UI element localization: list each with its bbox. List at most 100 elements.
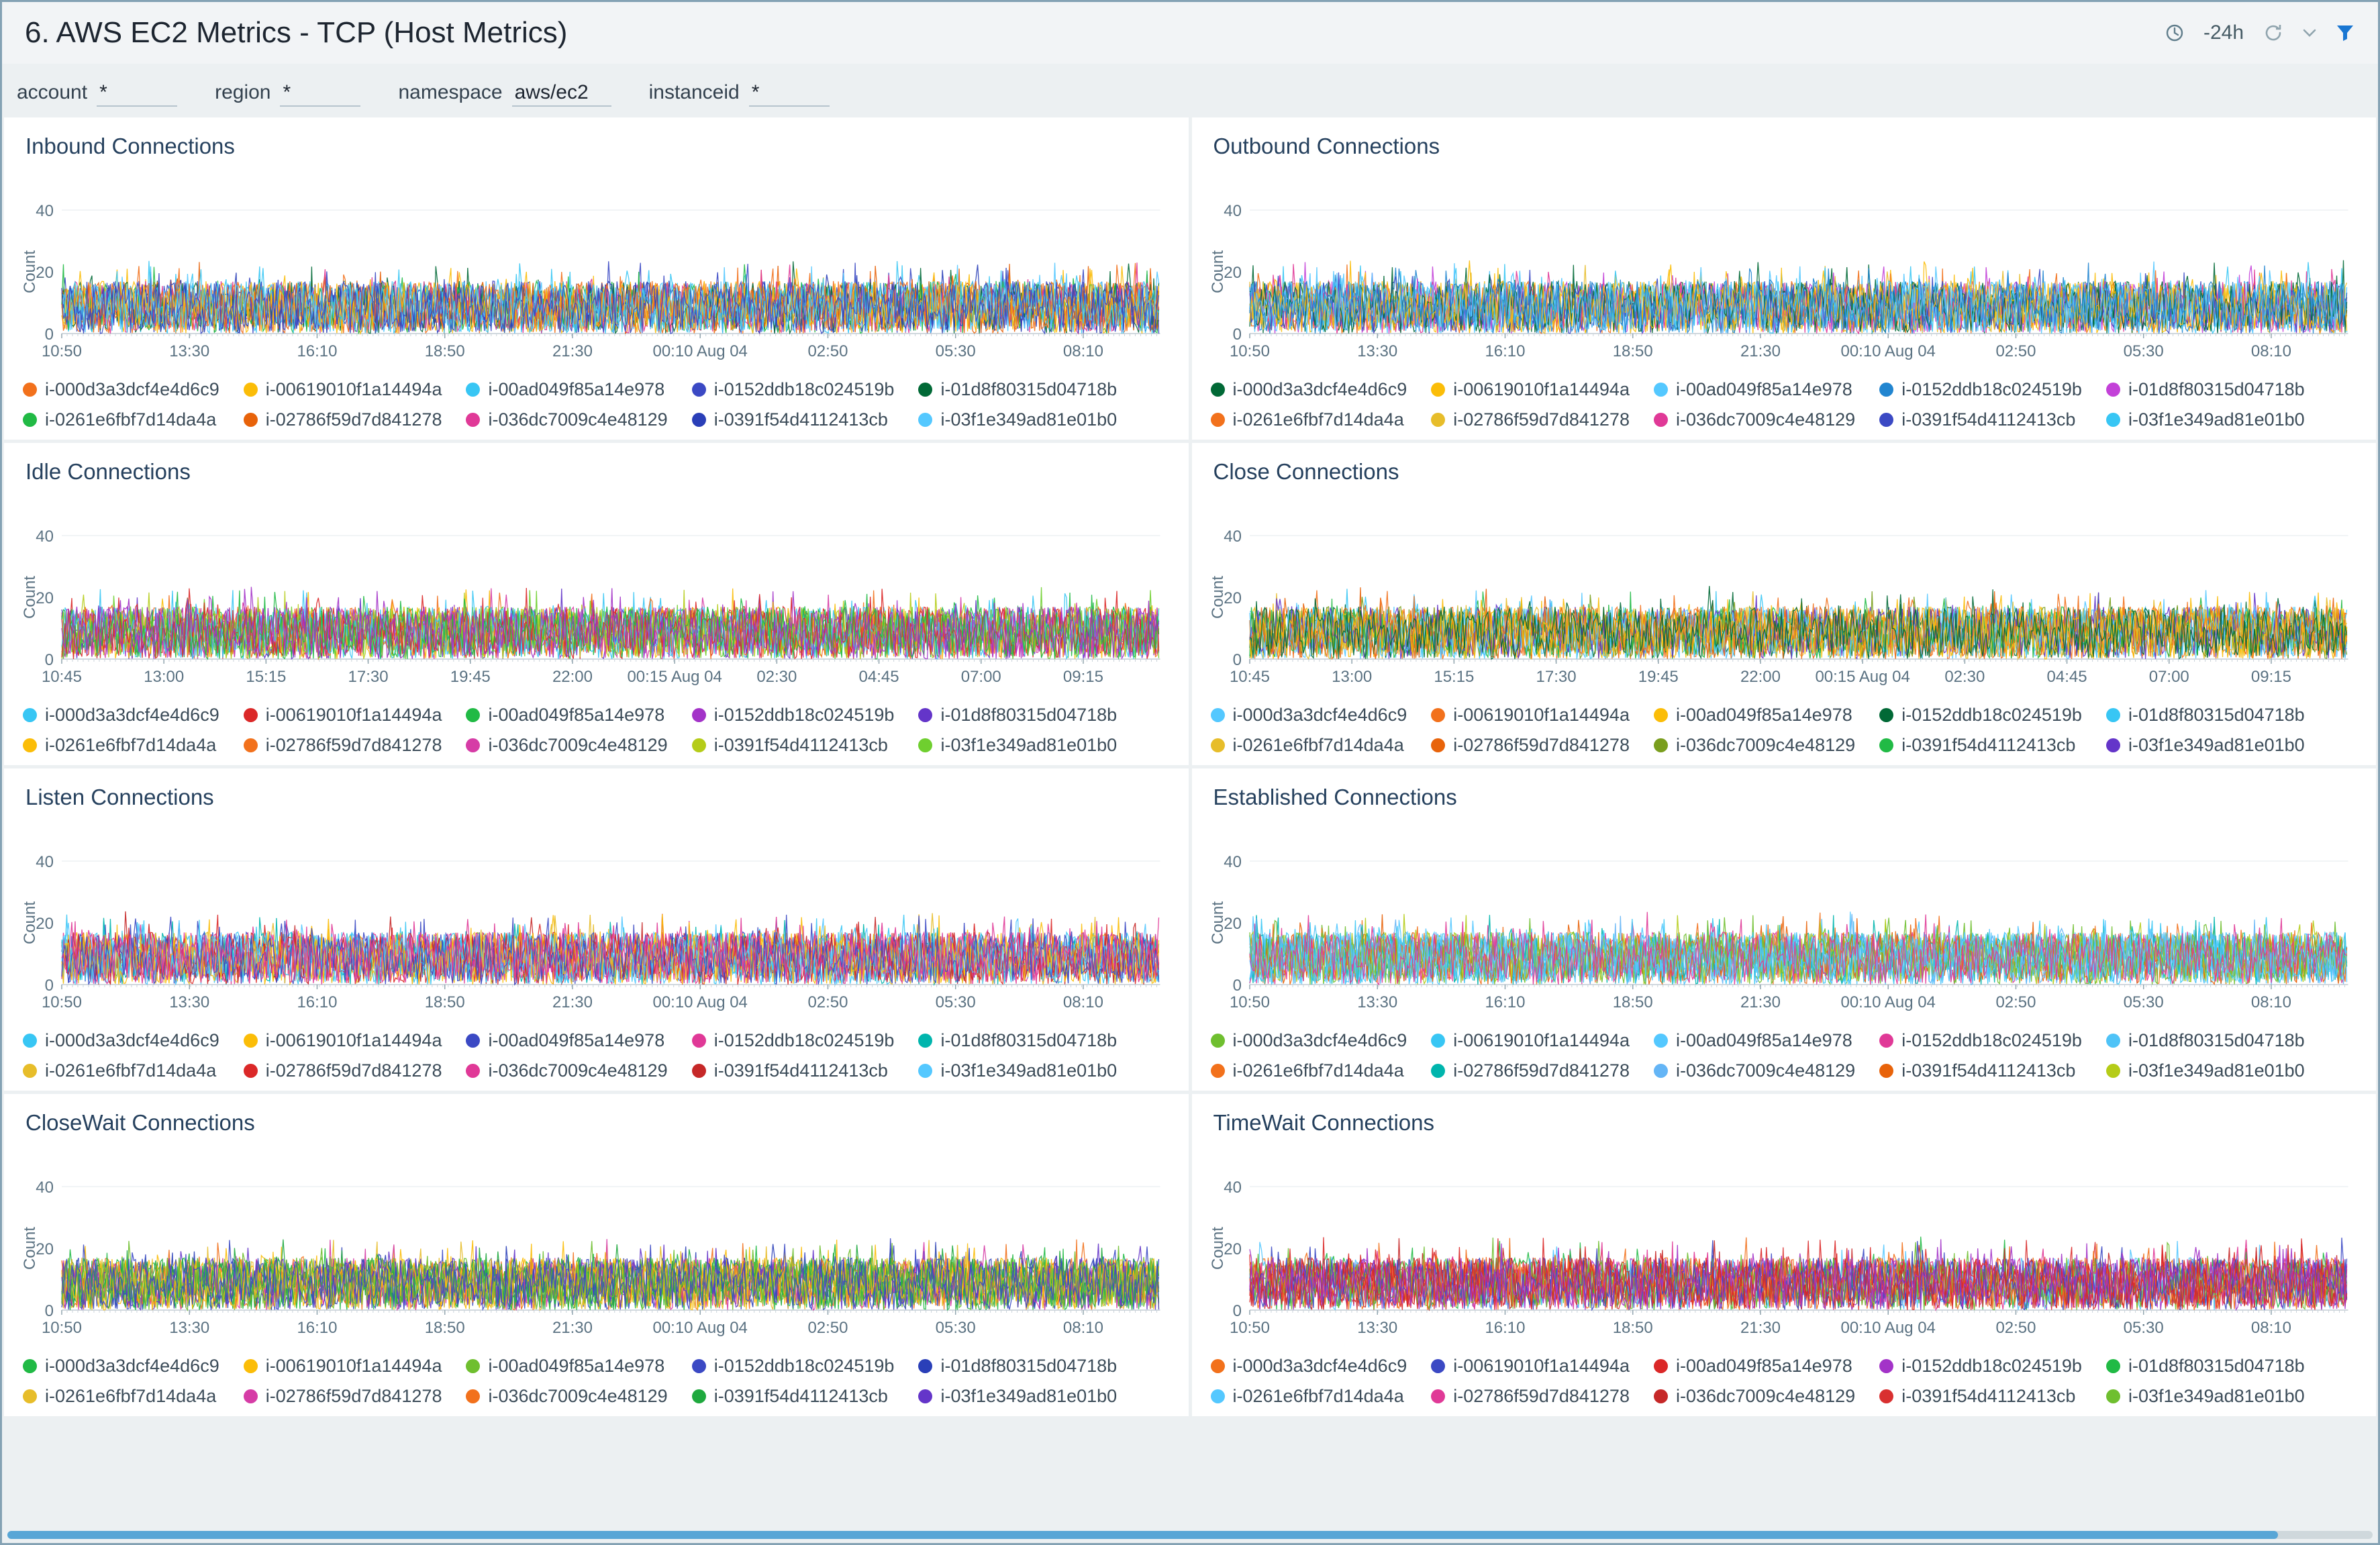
legend-item[interactable]: i-03f1e349ad81e01b0 [2105, 1386, 2305, 1407]
legend-item[interactable]: i-0152ddb18c024519b [691, 705, 894, 726]
legend-item[interactable]: i-03f1e349ad81e01b0 [918, 1386, 1117, 1407]
legend-item[interactable]: i-000d3a3dcf4e4d6c9 [1210, 1030, 1407, 1051]
legend-item[interactable]: i-01d8f80315d04718b [2105, 705, 2305, 726]
legend-item[interactable]: i-03f1e349ad81e01b0 [918, 1060, 1117, 1081]
legend-item[interactable]: i-0152ddb18c024519b [691, 1356, 894, 1377]
legend-item[interactable]: i-01d8f80315d04718b [2105, 1356, 2305, 1377]
legend-instance-id: i-03f1e349ad81e01b0 [940, 1060, 1118, 1081]
legend-item[interactable]: i-01d8f80315d04718b [918, 1030, 1117, 1051]
legend-item[interactable]: i-0391f54d4112413cb [1879, 409, 2082, 430]
svg-text:0: 0 [45, 1302, 54, 1320]
legend-item[interactable]: i-00ad049f85a14e978 [1653, 705, 1855, 726]
legend-item[interactable]: i-00ad049f85a14e978 [466, 379, 667, 400]
legend-color-dot [1879, 1359, 1894, 1373]
legend-item[interactable]: i-01d8f80315d04718b [2105, 379, 2305, 400]
legend-color-dot [2105, 1034, 2120, 1048]
legend-item[interactable]: i-02786f59d7d841278 [243, 735, 442, 756]
legend-item[interactable]: i-00ad049f85a14e978 [1653, 1356, 1855, 1377]
legend-item[interactable]: i-0391f54d4112413cb [691, 1386, 895, 1407]
legend-item[interactable]: i-00619010f1a14494a [243, 1030, 442, 1051]
legend-color-dot [243, 708, 258, 722]
time-range-label[interactable]: -24h [2203, 21, 2244, 44]
legend-item[interactable]: i-0391f54d4112413cb [1879, 1386, 2082, 1407]
legend-item[interactable]: i-00619010f1a14494a [243, 1356, 442, 1377]
refresh-icon[interactable] [2263, 22, 2284, 44]
legend-item[interactable]: i-000d3a3dcf4e4d6c9 [23, 705, 219, 726]
filter-account-input[interactable] [97, 80, 178, 107]
legend-item[interactable]: i-0152ddb18c024519b [691, 379, 894, 400]
filter-region-input[interactable] [280, 80, 361, 107]
legend-item[interactable]: i-0261e6fbf7d14da4a [23, 409, 219, 430]
legend-item[interactable]: i-0391f54d4112413cb [691, 1060, 895, 1081]
legend-item[interactable]: i-0152ddb18c024519b [1879, 1356, 2082, 1377]
legend-item[interactable]: i-000d3a3dcf4e4d6c9 [23, 1356, 219, 1377]
filter-namespace-input[interactable] [511, 80, 611, 107]
legend-color-dot [243, 383, 258, 397]
legend-item[interactable]: i-000d3a3dcf4e4d6c9 [1210, 1356, 1407, 1377]
filter-funnel-icon[interactable] [2335, 23, 2355, 43]
chevron-down-icon[interactable] [2303, 28, 2316, 38]
legend-item[interactable]: i-00619010f1a14494a [1431, 705, 1630, 726]
legend-item[interactable]: i-036dc7009c4e48129 [466, 735, 668, 756]
legend-item[interactable]: i-00619010f1a14494a [1431, 1356, 1630, 1377]
legend-item[interactable]: i-01d8f80315d04718b [918, 379, 1117, 400]
legend-item[interactable]: i-0261e6fbf7d14da4a [23, 1386, 219, 1407]
legend-item[interactable]: i-0261e6fbf7d14da4a [23, 735, 219, 756]
legend-item[interactable]: i-02786f59d7d841278 [1431, 1386, 1630, 1407]
legend-item[interactable]: i-02786f59d7d841278 [243, 1060, 442, 1081]
legend-item[interactable]: i-0391f54d4112413cb [691, 735, 895, 756]
legend-item[interactable]: i-0261e6fbf7d14da4a [1210, 409, 1407, 430]
legend-item[interactable]: i-000d3a3dcf4e4d6c9 [23, 379, 219, 400]
legend-item[interactable]: i-0261e6fbf7d14da4a [23, 1060, 219, 1081]
legend-item[interactable]: i-036dc7009c4e48129 [1653, 1386, 1855, 1407]
legend-item[interactable]: i-01d8f80315d04718b [918, 1356, 1117, 1377]
legend-item[interactable]: i-000d3a3dcf4e4d6c9 [1210, 379, 1407, 400]
legend-item[interactable]: i-000d3a3dcf4e4d6c9 [1210, 705, 1407, 726]
legend-item[interactable]: i-0261e6fbf7d14da4a [1210, 1060, 1407, 1081]
filter-instanceid-input[interactable] [748, 80, 830, 107]
legend-item[interactable]: i-0261e6fbf7d14da4a [1210, 1386, 1407, 1407]
legend-item[interactable]: i-00619010f1a14494a [243, 705, 442, 726]
legend-item[interactable]: i-03f1e349ad81e01b0 [2105, 1060, 2305, 1081]
legend-item[interactable]: i-03f1e349ad81e01b0 [918, 409, 1117, 430]
legend-item[interactable]: i-0261e6fbf7d14da4a [1210, 735, 1407, 756]
legend-item[interactable]: i-00ad049f85a14e978 [466, 705, 667, 726]
legend-item[interactable]: i-0391f54d4112413cb [691, 409, 895, 430]
legend-item[interactable]: i-02786f59d7d841278 [1431, 735, 1630, 756]
legend-item[interactable]: i-0152ddb18c024519b [1879, 1030, 2082, 1051]
svg-text:00:10 Aug 04: 00:10 Aug 04 [1840, 1319, 1935, 1337]
legend-item[interactable]: i-00619010f1a14494a [1431, 1030, 1630, 1051]
legend-item[interactable]: i-03f1e349ad81e01b0 [918, 735, 1117, 756]
legend-item[interactable]: i-02786f59d7d841278 [1431, 1060, 1630, 1081]
legend-item[interactable]: i-02786f59d7d841278 [1431, 409, 1630, 430]
legend-item[interactable]: i-00ad049f85a14e978 [1653, 1030, 1855, 1051]
legend-item[interactable]: i-000d3a3dcf4e4d6c9 [23, 1030, 219, 1051]
clock-icon[interactable] [2165, 23, 2185, 43]
svg-text:02:50: 02:50 [807, 1319, 848, 1337]
legend-item[interactable]: i-0391f54d4112413cb [1879, 1060, 2082, 1081]
legend-item[interactable]: i-00ad049f85a14e978 [466, 1030, 667, 1051]
legend-item[interactable]: i-00ad049f85a14e978 [1653, 379, 1855, 400]
legend-item[interactable]: i-0152ddb18c024519b [691, 1030, 894, 1051]
legend-instance-id: i-000d3a3dcf4e4d6c9 [45, 705, 219, 725]
legend-item[interactable]: i-02786f59d7d841278 [243, 409, 442, 430]
legend-item[interactable]: i-0391f54d4112413cb [1879, 735, 2082, 756]
legend-item[interactable]: i-03f1e349ad81e01b0 [2105, 735, 2305, 756]
legend-item[interactable]: i-036dc7009c4e48129 [466, 1386, 668, 1407]
legend-item[interactable]: i-00ad049f85a14e978 [466, 1356, 667, 1377]
legend-item[interactable]: i-036dc7009c4e48129 [1653, 735, 1855, 756]
legend-item[interactable]: i-036dc7009c4e48129 [466, 1060, 668, 1081]
horizontal-scrollbar-track[interactable] [7, 1531, 2373, 1539]
legend-item[interactable]: i-00619010f1a14494a [243, 379, 442, 400]
horizontal-scrollbar-thumb[interactable] [7, 1531, 2279, 1539]
legend-item[interactable]: i-036dc7009c4e48129 [1653, 1060, 1855, 1081]
legend-item[interactable]: i-01d8f80315d04718b [918, 705, 1117, 726]
legend-item[interactable]: i-02786f59d7d841278 [243, 1386, 442, 1407]
legend-item[interactable]: i-03f1e349ad81e01b0 [2105, 409, 2305, 430]
legend-item[interactable]: i-036dc7009c4e48129 [1653, 409, 1855, 430]
legend-item[interactable]: i-0152ddb18c024519b [1879, 705, 2082, 726]
legend-item[interactable]: i-036dc7009c4e48129 [466, 409, 668, 430]
legend-item[interactable]: i-0152ddb18c024519b [1879, 379, 2082, 400]
legend-item[interactable]: i-00619010f1a14494a [1431, 379, 1630, 400]
legend-item[interactable]: i-01d8f80315d04718b [2105, 1030, 2305, 1051]
